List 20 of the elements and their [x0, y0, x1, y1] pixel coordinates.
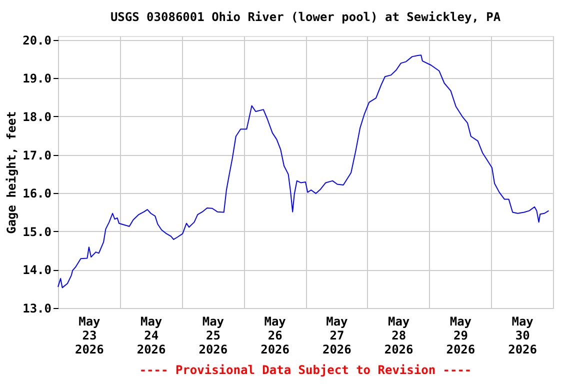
y-tick-label: 19.0 [22, 72, 52, 86]
chart-title: USGS 03086001 Ohio River (lower pool) at Sewickley, PA [110, 10, 502, 24]
x-tick-label: May 23 2026 [74, 314, 104, 356]
x-tick-label: May 28 2026 [384, 314, 414, 356]
line-series [58, 54, 550, 288]
x-tick-label: May 30 2026 [508, 314, 538, 356]
y-tick-label: 20.0 [22, 33, 52, 48]
x-tick-label: May 27 2026 [322, 314, 352, 356]
y-tick-label: 13.0 [22, 302, 52, 316]
x-tick-label: May 26 2026 [260, 314, 290, 356]
y-tick-label: 17.0 [22, 148, 52, 162]
y-tick-label: 16.0 [22, 186, 52, 201]
x-tick-label: May 24 2026 [136, 314, 166, 356]
y-axis-title: Gage height, feet [4, 111, 19, 234]
text: ---- Provisional Data Subject to Revision ---- [139, 363, 472, 377]
y-tick-label: 15.0 [22, 224, 52, 239]
y-tick-label: 18.0 [22, 110, 52, 124]
y-tick-label: 14.0 [22, 263, 52, 278]
x-tick-label: May 29 2026 [446, 314, 476, 356]
x-tick-label: May 25 2026 [198, 314, 228, 356]
